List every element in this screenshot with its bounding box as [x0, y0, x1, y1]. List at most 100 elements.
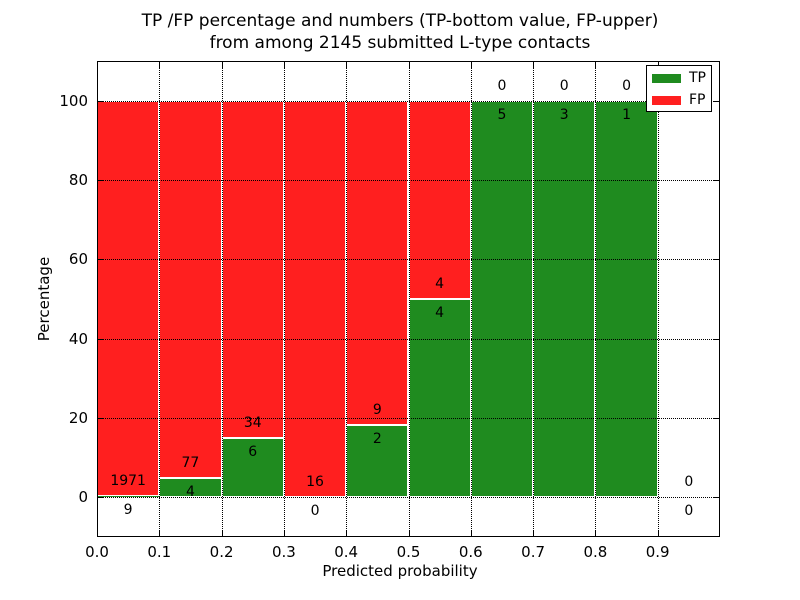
- gridline-vertical: [533, 61, 535, 537]
- x-tick-mark-top: [533, 62, 535, 68]
- gridline-horizontal: [97, 338, 720, 340]
- legend: TP FP: [646, 65, 712, 112]
- fp-bar: [221, 100, 284, 438]
- x-tick-mark-top: [408, 62, 410, 68]
- x-tick-mark: [657, 530, 659, 536]
- legend-label-tp: TP: [689, 70, 706, 86]
- y-tick-mark-right: [713, 418, 719, 419]
- y-tick-mark: [98, 338, 104, 340]
- legend-item-fp: FP: [652, 90, 711, 110]
- x-tick-mark: [470, 530, 472, 536]
- tp-count-label: 3: [559, 106, 569, 123]
- y-tick-mark: [98, 180, 104, 181]
- x-tick-label: 0.2: [209, 543, 234, 561]
- y-tick-label: 0: [78, 488, 88, 507]
- fp-bar: [346, 100, 409, 426]
- x-axis-label: Predicted probability: [322, 562, 478, 580]
- gridline-horizontal: [97, 259, 720, 261]
- chart-title-line1: TP /FP percentage and numbers (TP-bottom…: [141, 11, 659, 31]
- y-tick-mark-right: [713, 100, 719, 102]
- tp-count-label: 9: [123, 501, 133, 518]
- x-tick-label: 0.3: [271, 543, 296, 561]
- y-tick-label: 20: [68, 409, 88, 427]
- x-tick-mark: [159, 530, 161, 536]
- gridline-vertical: [595, 61, 597, 537]
- fp-count-label: 0: [497, 77, 507, 94]
- x-tick-mark: [221, 530, 223, 536]
- x-tick-mark-top: [595, 62, 597, 68]
- tp-bar: [346, 425, 409, 498]
- fp-bar: [283, 100, 347, 498]
- gridline-vertical: [346, 61, 348, 537]
- gridline-vertical: [408, 61, 410, 537]
- x-tick-mark-top: [159, 62, 161, 68]
- x-tick-label: 0.7: [521, 543, 546, 561]
- tp-count-label: 2: [372, 431, 382, 448]
- x-tick-mark-top: [97, 62, 98, 68]
- tp-bar: [470, 100, 534, 498]
- tp-count-label: 5: [497, 106, 507, 123]
- fp-count-label: 9: [372, 402, 382, 419]
- x-tick-mark-top: [221, 62, 223, 68]
- x-tick-mark: [97, 530, 98, 536]
- gridline-horizontal: [97, 418, 720, 419]
- x-tick-mark: [283, 530, 285, 536]
- tp-bar: [595, 100, 658, 498]
- x-tick-mark-top: [283, 62, 285, 68]
- chart-title-line2: from among 2145 submitted L-type contact…: [209, 33, 591, 53]
- gridline-vertical: [657, 61, 659, 537]
- tp-count-label: 4: [435, 305, 445, 321]
- x-tick-label: 0.8: [583, 543, 608, 561]
- y-tick-label: 40: [68, 329, 88, 348]
- fp-count-label: 0: [559, 77, 569, 94]
- x-tick-label: 0.5: [396, 543, 421, 561]
- fp-count-label: 34: [243, 414, 262, 431]
- fp-swatch-icon: [652, 95, 681, 105]
- tp-count-label: 0: [310, 503, 320, 520]
- fp-count-label: 16: [306, 474, 324, 491]
- x-tick-label: 0.9: [645, 543, 670, 561]
- fp-count-label: 77: [181, 454, 200, 471]
- y-tick-mark: [98, 100, 104, 102]
- x-tick-mark: [408, 530, 410, 536]
- y-tick-label: 60: [68, 250, 88, 269]
- y-tick-mark: [98, 418, 104, 419]
- tp-swatch-icon: [652, 73, 681, 83]
- fp-bar: [159, 100, 222, 478]
- fp-bar: [97, 100, 160, 496]
- y-tick-label: 100: [59, 91, 88, 110]
- fp-count-label: 1971: [110, 472, 146, 489]
- x-tick-label: 0.6: [458, 543, 483, 561]
- legend-item-tp: TP: [652, 68, 711, 88]
- gridline-horizontal: [97, 497, 720, 499]
- tp-bar: [533, 100, 596, 498]
- gridline-horizontal: [97, 100, 720, 102]
- gridline-vertical: [159, 61, 161, 537]
- y-tick-label: 80: [68, 171, 88, 189]
- x-tick-label: 0.4: [334, 543, 359, 561]
- tp-bar: [97, 495, 160, 498]
- gridline-horizontal: [97, 180, 720, 181]
- x-tick-label: 0.1: [147, 543, 172, 561]
- y-tick-mark-right: [713, 180, 719, 181]
- fp-count-label: 0: [684, 474, 694, 491]
- x-tick-mark: [346, 530, 348, 536]
- x-tick-mark: [533, 530, 535, 536]
- y-tick-mark-right: [713, 338, 719, 340]
- x-tick-mark: [595, 530, 597, 536]
- chart-title: TP /FP percentage and numbers (TP-bottom…: [0, 10, 800, 54]
- plot-area: 1971 9 77 4 34 6 16 0 9 2 4 4 0 5 0 3 0 1 0 0 TP FP: [97, 61, 720, 537]
- y-axis-label: Percentage: [35, 256, 53, 342]
- fp-count-label: 4: [435, 276, 445, 292]
- legend-label-fp: FP: [689, 92, 706, 108]
- tp-count-label: 6: [248, 443, 258, 460]
- tp-count-label: 0: [684, 503, 694, 520]
- x-tick-mark-top: [346, 62, 348, 68]
- x-tick-mark-top: [470, 62, 472, 68]
- y-tick-mark: [98, 497, 104, 499]
- y-tick-mark: [98, 259, 104, 261]
- tp-bar: [221, 437, 284, 498]
- tp-count-label: 1: [622, 106, 632, 123]
- fp-bar: [408, 100, 471, 299]
